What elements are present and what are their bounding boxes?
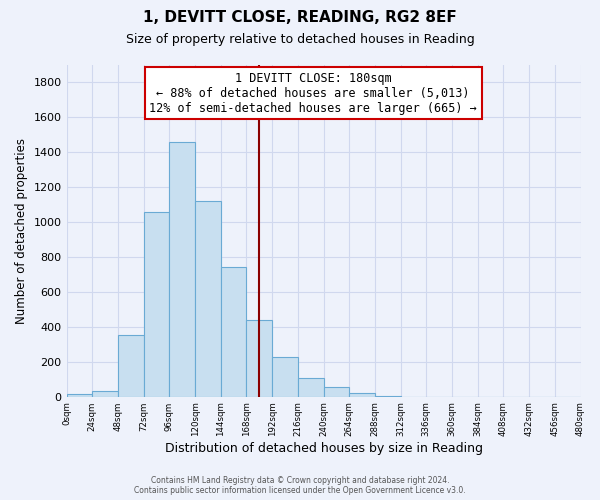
Bar [143, 212, 169, 396]
Text: Size of property relative to detached houses in Reading: Size of property relative to detached ho… [125, 32, 475, 46]
Bar [67, 394, 92, 396]
Text: 1, DEVITT CLOSE, READING, RG2 8EF: 1, DEVITT CLOSE, READING, RG2 8EF [143, 10, 457, 25]
Text: Contains HM Land Registry data © Crown copyright and database right 2024.
Contai: Contains HM Land Registry data © Crown c… [134, 476, 466, 495]
Bar [118, 334, 143, 396]
Bar [349, 393, 375, 396]
Bar [272, 358, 298, 397]
Bar [221, 266, 247, 396]
Bar [169, 142, 195, 397]
X-axis label: Distribution of detached houses by size in Reading: Distribution of detached houses by size … [164, 442, 482, 455]
Text: 1 DEVITT CLOSE: 180sqm
← 88% of detached houses are smaller (5,013)
12% of semi-: 1 DEVITT CLOSE: 180sqm ← 88% of detached… [149, 72, 477, 114]
Y-axis label: Number of detached properties: Number of detached properties [15, 138, 28, 324]
Bar [92, 392, 118, 396]
Bar [247, 320, 272, 396]
Bar [195, 201, 221, 396]
Bar [298, 378, 323, 396]
Bar [323, 387, 349, 396]
